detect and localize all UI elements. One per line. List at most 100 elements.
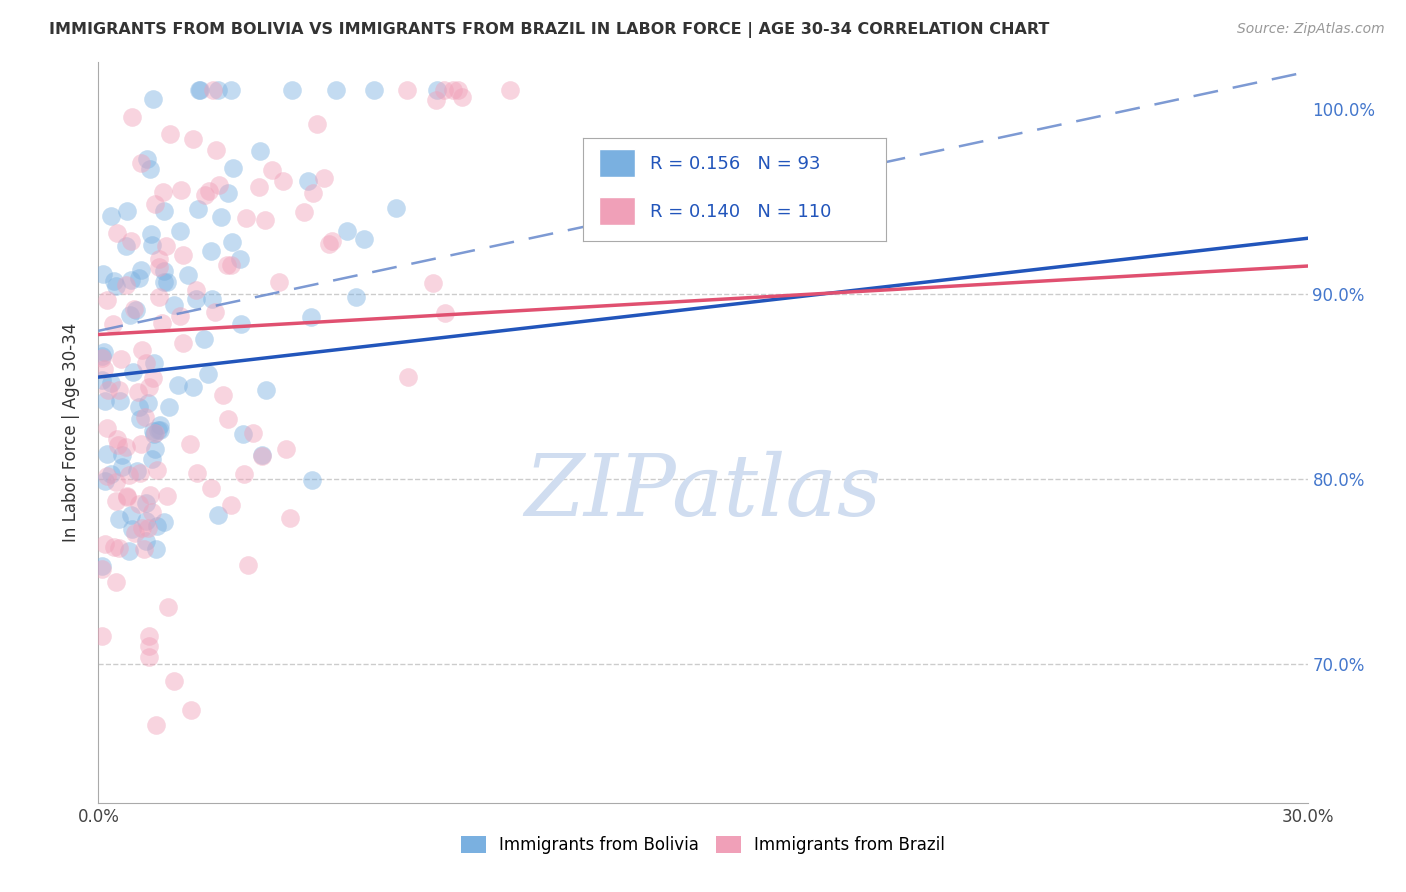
Point [115,239,138,253]
Point [100,376,122,390]
Point [207,83,229,97]
Point [94,394,117,409]
Point [186,466,208,480]
Point [193,332,215,346]
Point [155,239,177,253]
Point [172,247,194,261]
Point [91,351,114,366]
Point [139,227,162,242]
Point [205,143,228,157]
Point [128,497,150,511]
Point [143,425,166,440]
Point [219,83,242,97]
Point [122,302,145,317]
Point [91,629,114,643]
Point [297,174,319,188]
Point [135,533,157,548]
Point [242,426,264,441]
Point [127,384,149,399]
Point [100,467,122,481]
Point [93,361,115,376]
Point [163,298,186,312]
Point [305,117,328,131]
Point [143,197,166,211]
Point [121,522,143,536]
Point [149,423,172,437]
Point [125,464,148,478]
Point [318,237,340,252]
Point [129,262,152,277]
Point [121,110,143,124]
Point [142,370,165,384]
Point [91,373,114,387]
Point [128,401,150,415]
Point [107,438,129,452]
Point [169,310,191,324]
Point [312,170,335,185]
Point [163,673,186,688]
Point [204,305,226,319]
Point [150,316,173,330]
Point [149,417,172,432]
Point [148,423,170,437]
Point [232,426,254,441]
Point [167,377,190,392]
Point [91,349,114,363]
Point [135,515,157,529]
Point [250,449,273,463]
Point [187,202,209,216]
Point [148,260,170,274]
Point [118,467,141,482]
Point [108,541,131,556]
Point [129,466,152,480]
Text: R = 0.156   N = 93: R = 0.156 N = 93 [650,155,821,173]
Point [142,425,165,439]
Point [105,575,128,590]
Point [105,432,128,446]
Point [172,335,194,350]
Text: R = 0.140   N = 110: R = 0.140 N = 110 [650,203,831,221]
Point [117,543,139,558]
Point [188,83,211,97]
Point [212,388,235,402]
Point [138,640,160,654]
Point [103,541,125,555]
Point [441,83,464,97]
Point [96,420,118,434]
Point [105,475,128,490]
Point [91,267,114,281]
Point [96,468,118,483]
Text: ZIPatlas: ZIPatlas [524,450,882,533]
Point [142,92,165,106]
Point [344,290,367,304]
Point [153,275,176,289]
Point [103,273,125,287]
Point [153,516,176,530]
Point [221,235,243,250]
Point [146,518,169,533]
Point [107,511,129,525]
Point [105,278,128,293]
Point [108,383,131,397]
Point [221,498,243,512]
Point [135,496,157,510]
Point [93,344,115,359]
Point [131,521,153,535]
Point [231,318,253,332]
Point [434,306,457,320]
Point [325,83,347,97]
Point [219,258,242,272]
Point [145,542,167,557]
Point [153,264,176,278]
Point [141,238,163,252]
Point [156,490,179,504]
Point [142,355,165,369]
Point [111,459,134,474]
Point [447,83,470,97]
Point [138,380,160,394]
Point [422,276,444,290]
Point [292,205,315,219]
Point [141,504,163,518]
Point [138,629,160,643]
Point [108,393,131,408]
